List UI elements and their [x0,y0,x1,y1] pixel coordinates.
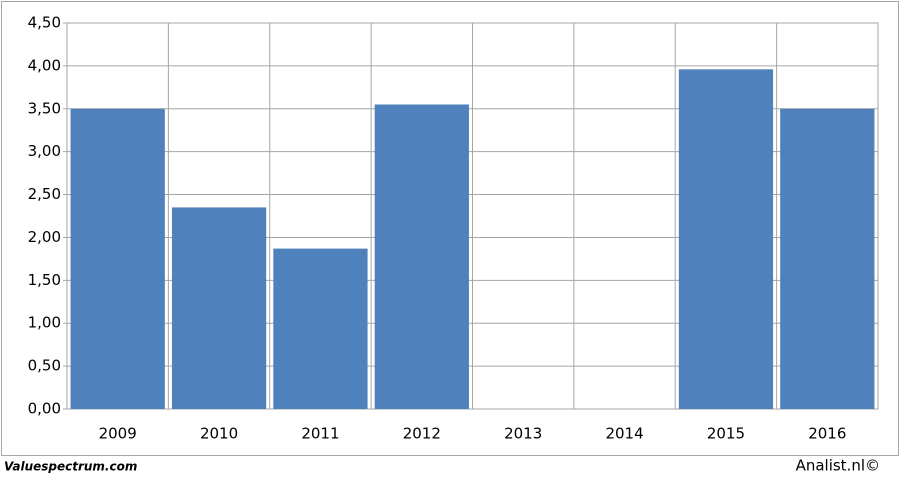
x-tick-label: 2012 [403,425,441,443]
y-tick-label: 2,50 [28,185,61,203]
y-tick-label: 0,50 [28,357,61,375]
bar [70,108,165,410]
source-right: Analist.nl© [796,457,880,475]
y-tick-label: 1,00 [28,314,61,332]
y-tick-label: 2,00 [28,228,61,246]
y-tick-label: 1,50 [28,271,61,289]
x-tick-label: 2011 [301,425,339,443]
y-tick-label: 4,00 [28,56,61,74]
x-tick-label: 2014 [605,425,643,443]
y-tick-label: 4,50 [28,14,61,32]
x-tick-label: 2015 [707,425,745,443]
y-tick-label: 3,50 [28,99,61,117]
x-tick-label: 2013 [504,425,542,443]
y-tick-label: 0,00 [28,400,61,418]
y-tick-label: 3,00 [28,142,61,160]
x-tick-label: 2016 [808,425,846,443]
bar [780,108,875,410]
bar [171,207,267,409]
bar [374,104,469,409]
x-tick-label: 2010 [200,425,238,443]
x-tick-label: 2009 [99,425,137,443]
source-left: Valuespectrum.com [4,460,137,474]
bar [678,69,774,409]
bar [273,248,368,409]
